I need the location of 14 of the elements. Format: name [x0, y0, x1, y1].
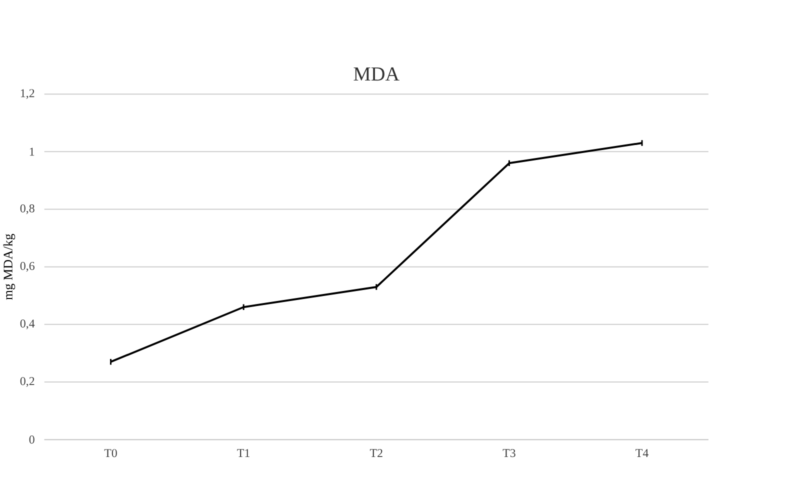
chart-title: MDA: [354, 68, 400, 81]
y-axis-title: mg MDA/kg: [3, 234, 16, 300]
x-tick-label: T2: [370, 449, 382, 458]
y-tick-label: 0,8: [20, 204, 34, 214]
x-tick-label: T1: [237, 449, 250, 458]
y-tick-label: 1: [30, 148, 34, 156]
y-tick-label: 0,2: [20, 377, 34, 388]
y-tick-label: 0,6: [20, 262, 34, 272]
x-tick-label: T4: [636, 449, 648, 458]
y-tick-label: 1,2: [20, 89, 34, 100]
x-tick-label: T0: [104, 449, 117, 458]
y-tick-label: 0: [29, 436, 34, 444]
x-tick-label: T3: [502, 449, 516, 458]
y-tick-label: 0,4: [20, 320, 35, 330]
